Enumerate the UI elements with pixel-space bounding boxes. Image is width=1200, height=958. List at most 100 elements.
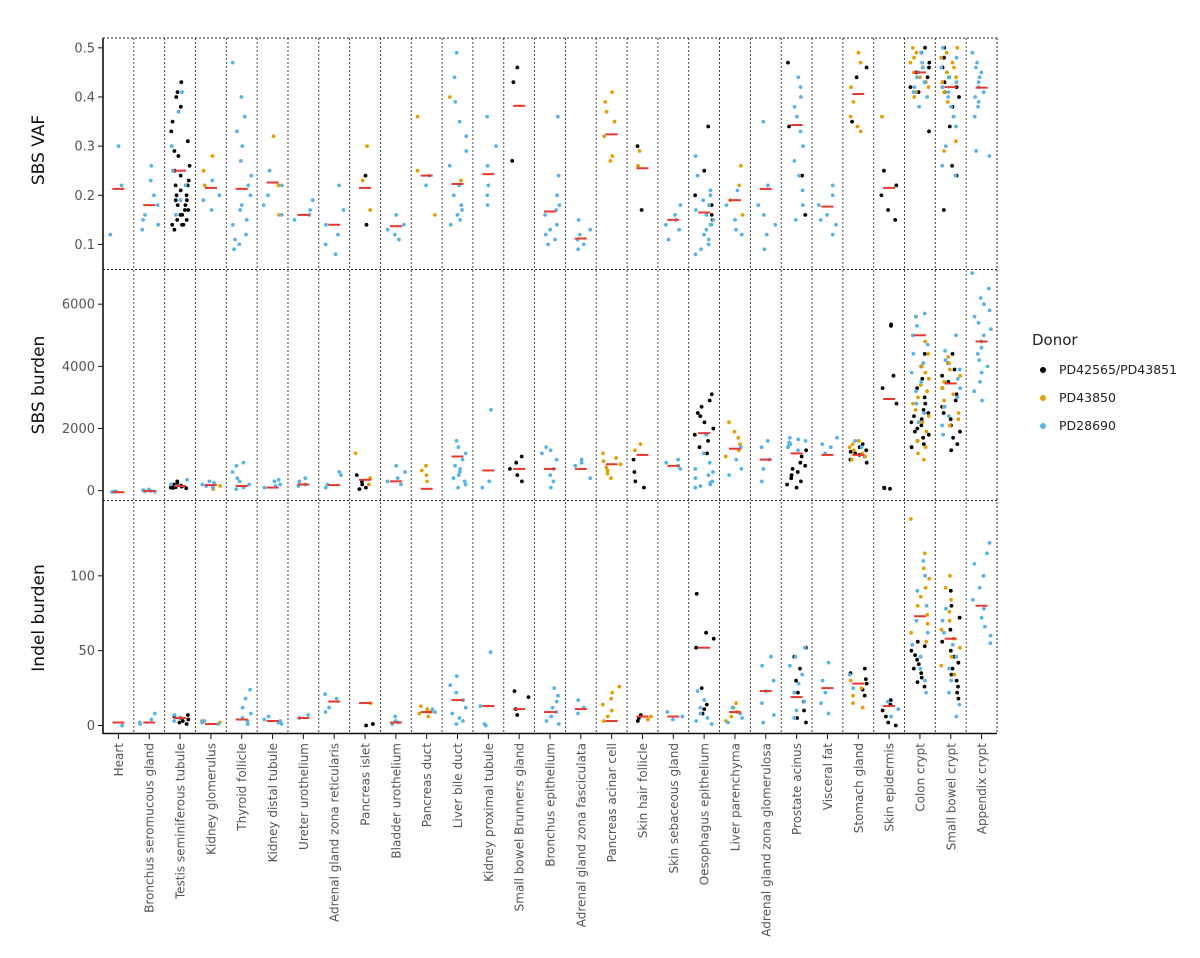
data-point — [155, 203, 160, 208]
data-point — [889, 714, 893, 719]
data-point — [353, 451, 358, 456]
data-point — [956, 660, 961, 665]
legend-dot-icon — [1040, 394, 1046, 401]
data-point — [947, 690, 951, 695]
data-point — [945, 70, 949, 75]
data-point — [794, 678, 798, 683]
data-point — [183, 203, 188, 208]
data-point — [947, 609, 952, 614]
data-point — [972, 314, 977, 319]
data-point — [515, 473, 520, 477]
data-point — [915, 426, 920, 431]
data-point — [970, 271, 975, 275]
data-point — [709, 203, 714, 208]
data-point — [237, 242, 242, 247]
data-point — [549, 714, 554, 719]
data-point — [944, 50, 949, 55]
data-point — [910, 45, 915, 50]
data-point — [947, 124, 952, 129]
data-point — [601, 719, 606, 723]
data-point — [970, 50, 975, 55]
data-point — [916, 451, 920, 456]
data-point — [169, 129, 174, 134]
data-point — [711, 218, 716, 222]
data-point — [608, 159, 613, 163]
data-point — [548, 485, 553, 490]
data-point — [556, 173, 561, 178]
data-point — [920, 60, 924, 65]
data-point — [180, 213, 185, 217]
data-point — [480, 485, 485, 490]
data-point — [948, 367, 952, 372]
data-point — [494, 144, 498, 149]
data-point — [912, 85, 917, 89]
data-point — [894, 183, 899, 188]
data-point — [727, 420, 731, 425]
data-point — [212, 481, 216, 485]
y-axis-title: SBS burden — [29, 336, 49, 435]
data-point — [635, 719, 640, 723]
data-point — [941, 45, 945, 50]
data-point — [920, 65, 925, 70]
data-point — [952, 367, 957, 372]
data-point — [882, 168, 886, 173]
data-point — [948, 648, 953, 653]
data-point — [923, 339, 927, 344]
data-point — [941, 432, 945, 437]
data-point — [363, 173, 368, 178]
data-point — [454, 674, 459, 678]
data-point — [237, 479, 242, 484]
data-point — [979, 370, 984, 375]
data-point — [246, 183, 251, 188]
data-point — [699, 686, 704, 690]
data-point — [835, 435, 839, 440]
data-point — [912, 414, 916, 418]
data-point — [765, 439, 770, 443]
data-point — [365, 144, 369, 149]
data-point — [456, 485, 460, 490]
data-point — [704, 227, 709, 232]
data-point — [576, 698, 581, 702]
data-point — [924, 639, 929, 644]
data-point — [863, 677, 868, 681]
data-point — [140, 227, 145, 232]
data-point — [946, 355, 951, 359]
data-point — [174, 95, 179, 99]
data-point — [955, 376, 960, 381]
data-point — [364, 485, 368, 490]
data-point — [323, 485, 328, 490]
legend-dot-icon — [1040, 422, 1046, 429]
data-point — [974, 65, 978, 70]
data-point — [706, 439, 710, 443]
data-point — [860, 442, 865, 446]
data-point — [464, 134, 469, 139]
data-point — [176, 154, 181, 158]
y-tick-label: 0.1 — [74, 238, 95, 253]
data-point — [913, 408, 918, 412]
data-point — [762, 247, 767, 252]
data-point — [248, 193, 253, 198]
data-point — [485, 163, 490, 168]
data-point — [267, 168, 272, 173]
data-point — [178, 104, 183, 109]
data-point — [201, 198, 206, 203]
data-point — [216, 722, 221, 726]
data-point — [733, 218, 737, 222]
data-point — [982, 302, 986, 307]
legend-dot-icon — [1040, 366, 1046, 373]
data-point — [485, 203, 490, 208]
data-point — [581, 242, 586, 247]
data-point — [792, 104, 797, 109]
data-point — [478, 704, 483, 708]
data-point — [702, 420, 707, 425]
x-tick-label: Ureter urothelium — [297, 743, 311, 850]
data-point — [948, 423, 952, 428]
data-point — [633, 479, 638, 484]
data-point — [943, 144, 948, 149]
y-axis-title: Indel burden — [29, 564, 49, 671]
data-point — [579, 460, 584, 465]
data-point — [736, 435, 741, 440]
data-point — [855, 124, 860, 129]
data-point — [462, 479, 467, 484]
data-point — [800, 672, 805, 677]
